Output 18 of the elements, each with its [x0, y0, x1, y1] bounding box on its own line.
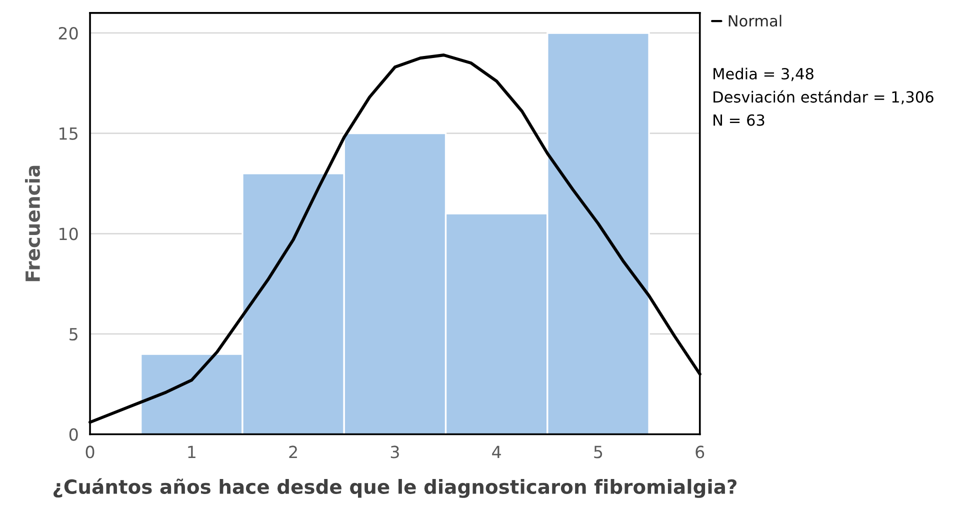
x-tick-label: 4	[492, 446, 501, 458]
y-tick-label: 10	[60, 228, 78, 240]
y-tick-label: 5	[70, 328, 78, 341]
legend-label: Normal	[728, 14, 782, 27]
x-tick-label: 1	[188, 446, 196, 458]
x-tick-label: 2	[289, 446, 297, 458]
text: N = 63	[714, 114, 764, 126]
text: Desviación estándar = 1,306	[714, 90, 934, 104]
x-tick-label: 0	[86, 446, 94, 458]
x-tick-label: 3	[390, 446, 399, 458]
y-tick-label: 15	[60, 127, 78, 140]
y-axis-title: Frecuencia	[24, 166, 40, 282]
x-tick-label: 6	[696, 446, 704, 458]
x-tick-label: 5	[594, 446, 602, 458]
text: Media = 3,48	[714, 68, 814, 82]
y-tick-label: 0	[69, 428, 78, 441]
y-tick-label: 20	[58, 26, 78, 40]
x-axis-title: ¿Cuántos años hace desde que le diagnosticaron fibromialgia?	[53, 478, 736, 498]
